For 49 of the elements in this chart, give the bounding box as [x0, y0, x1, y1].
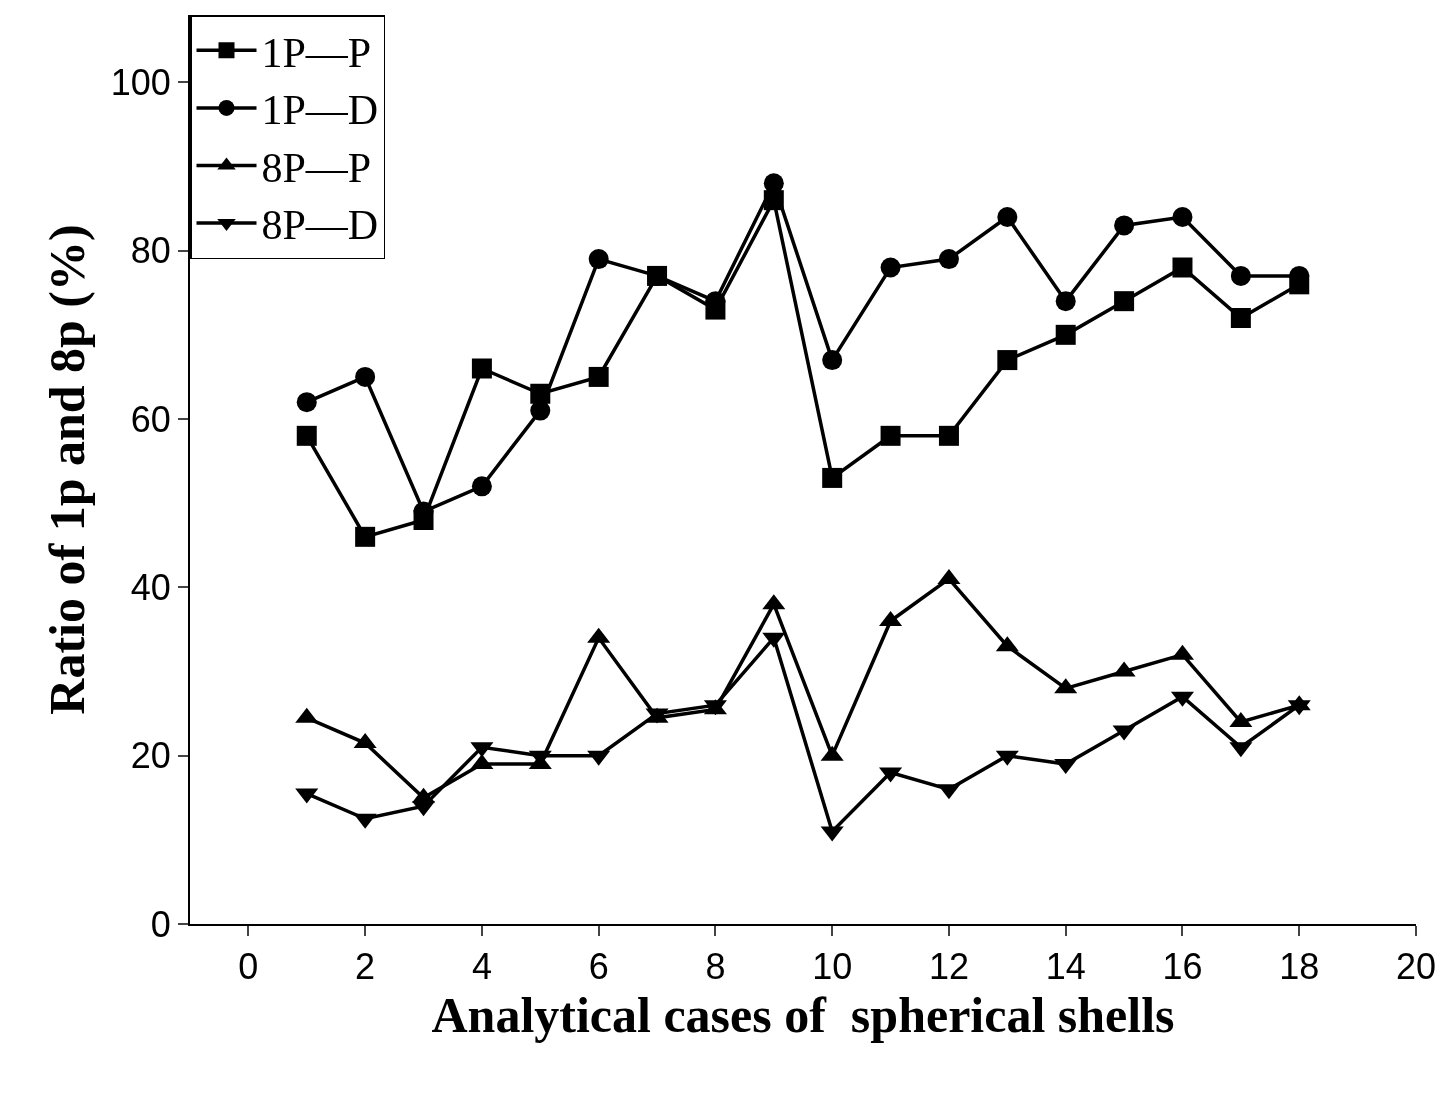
y-tick-label: 40: [130, 566, 171, 608]
x-tick-label: 12: [928, 946, 969, 988]
legend-label: 1P—P: [261, 29, 372, 76]
legend-label: 8P—D: [261, 202, 379, 249]
point: [938, 425, 959, 446]
point: [997, 350, 1018, 371]
point: [296, 425, 317, 446]
legend-label: 8P—P: [261, 144, 372, 191]
point: [1114, 215, 1135, 236]
legend-label: 1P—D: [261, 87, 379, 134]
point: [997, 207, 1018, 227]
x-tick-label: 8: [705, 946, 726, 988]
y-tick-label: 80: [130, 230, 171, 272]
point: [1172, 257, 1193, 278]
point: [822, 467, 843, 488]
x-tick-label: 20: [1395, 946, 1437, 988]
x-tick-label: 14: [1045, 946, 1086, 988]
x-tick-label: 0: [238, 946, 259, 988]
point: [1172, 207, 1193, 227]
x-tick-label: 10: [812, 946, 853, 988]
y-tick-label: 60: [130, 398, 171, 440]
y-tick-label: 100: [110, 61, 171, 103]
x-tick-label: 4: [471, 946, 492, 988]
x-tick-label: 16: [1162, 946, 1203, 988]
x-axis-title: Analytical cases of spherical shells: [431, 987, 1175, 1044]
point: [1230, 308, 1251, 328]
point: [822, 350, 843, 371]
point: [296, 392, 317, 413]
x-tick-label: 18: [1279, 946, 1320, 988]
y-tick-label: 20: [130, 735, 171, 777]
point: [880, 257, 901, 278]
point: [1114, 291, 1135, 312]
point: [880, 425, 901, 446]
point: [938, 249, 959, 270]
point: [471, 476, 492, 497]
y-axis-title: Ratio of 1p and 8p (%): [39, 224, 96, 715]
x-tick-label: 2: [355, 946, 376, 988]
point: [1230, 265, 1251, 286]
point: [763, 173, 784, 194]
point: [588, 366, 609, 387]
point: [355, 366, 376, 387]
point: [530, 400, 551, 421]
point: [1055, 291, 1076, 312]
y-tick-label: 0: [150, 903, 171, 945]
point: [355, 526, 376, 547]
point: [588, 249, 609, 270]
x-tick-label: 6: [588, 946, 609, 988]
point: [1055, 324, 1076, 345]
point: [471, 358, 492, 379]
